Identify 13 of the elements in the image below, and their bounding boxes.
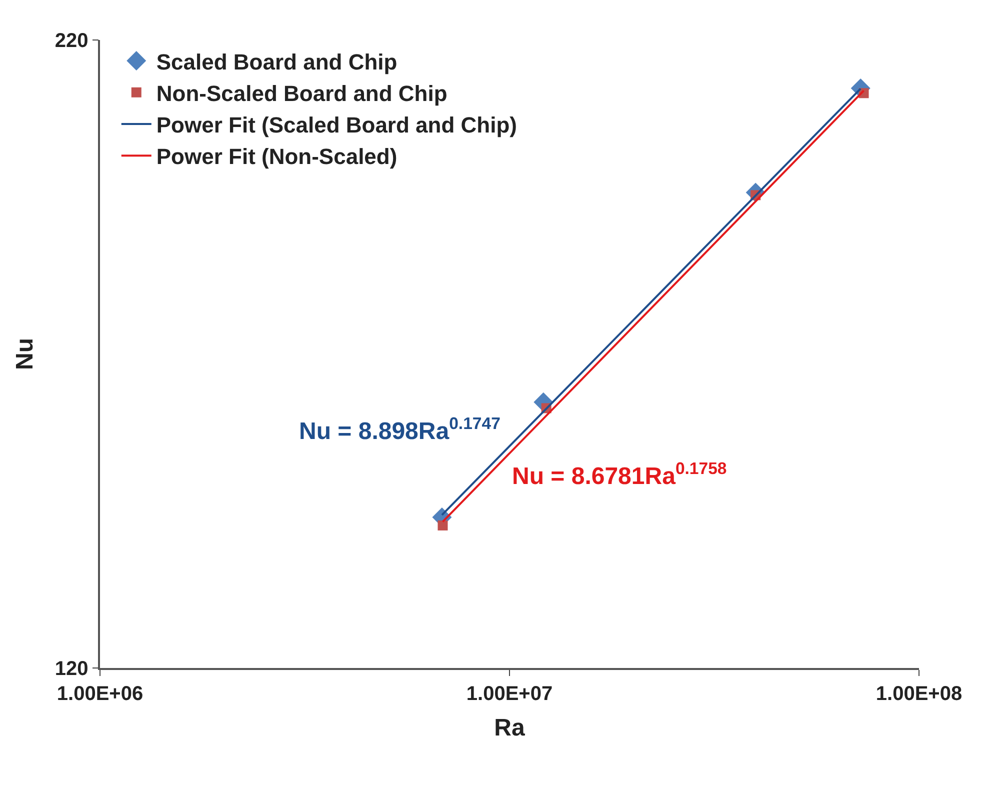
legend-label: Power Fit (Non-Scaled) [156, 144, 398, 170]
x-tick-label: 1.00E+08 [876, 682, 962, 705]
legend-label: Scaled Board and Chip [156, 49, 398, 74]
legend-label: Power Fit (Scaled Board and Chip) [156, 112, 517, 138]
x-axis-title: Ra [494, 714, 526, 742]
annotation: Nu = 8.898Ra$^{0.1747}$ [299, 414, 500, 446]
x-tick-label: 1.00E+07 [466, 682, 553, 705]
x-tick-label: 1.00E+06 [56, 682, 144, 705]
legend-label: Non-Scaled Board and Chip [156, 80, 448, 106]
y-axis-title: Nu [11, 338, 38, 370]
y-tick-label: 220 [54, 30, 88, 52]
annotation: Nu = 8.6781Ra$^{0.1758}$ [512, 459, 727, 490]
y-tick-label: 120 [54, 658, 88, 680]
